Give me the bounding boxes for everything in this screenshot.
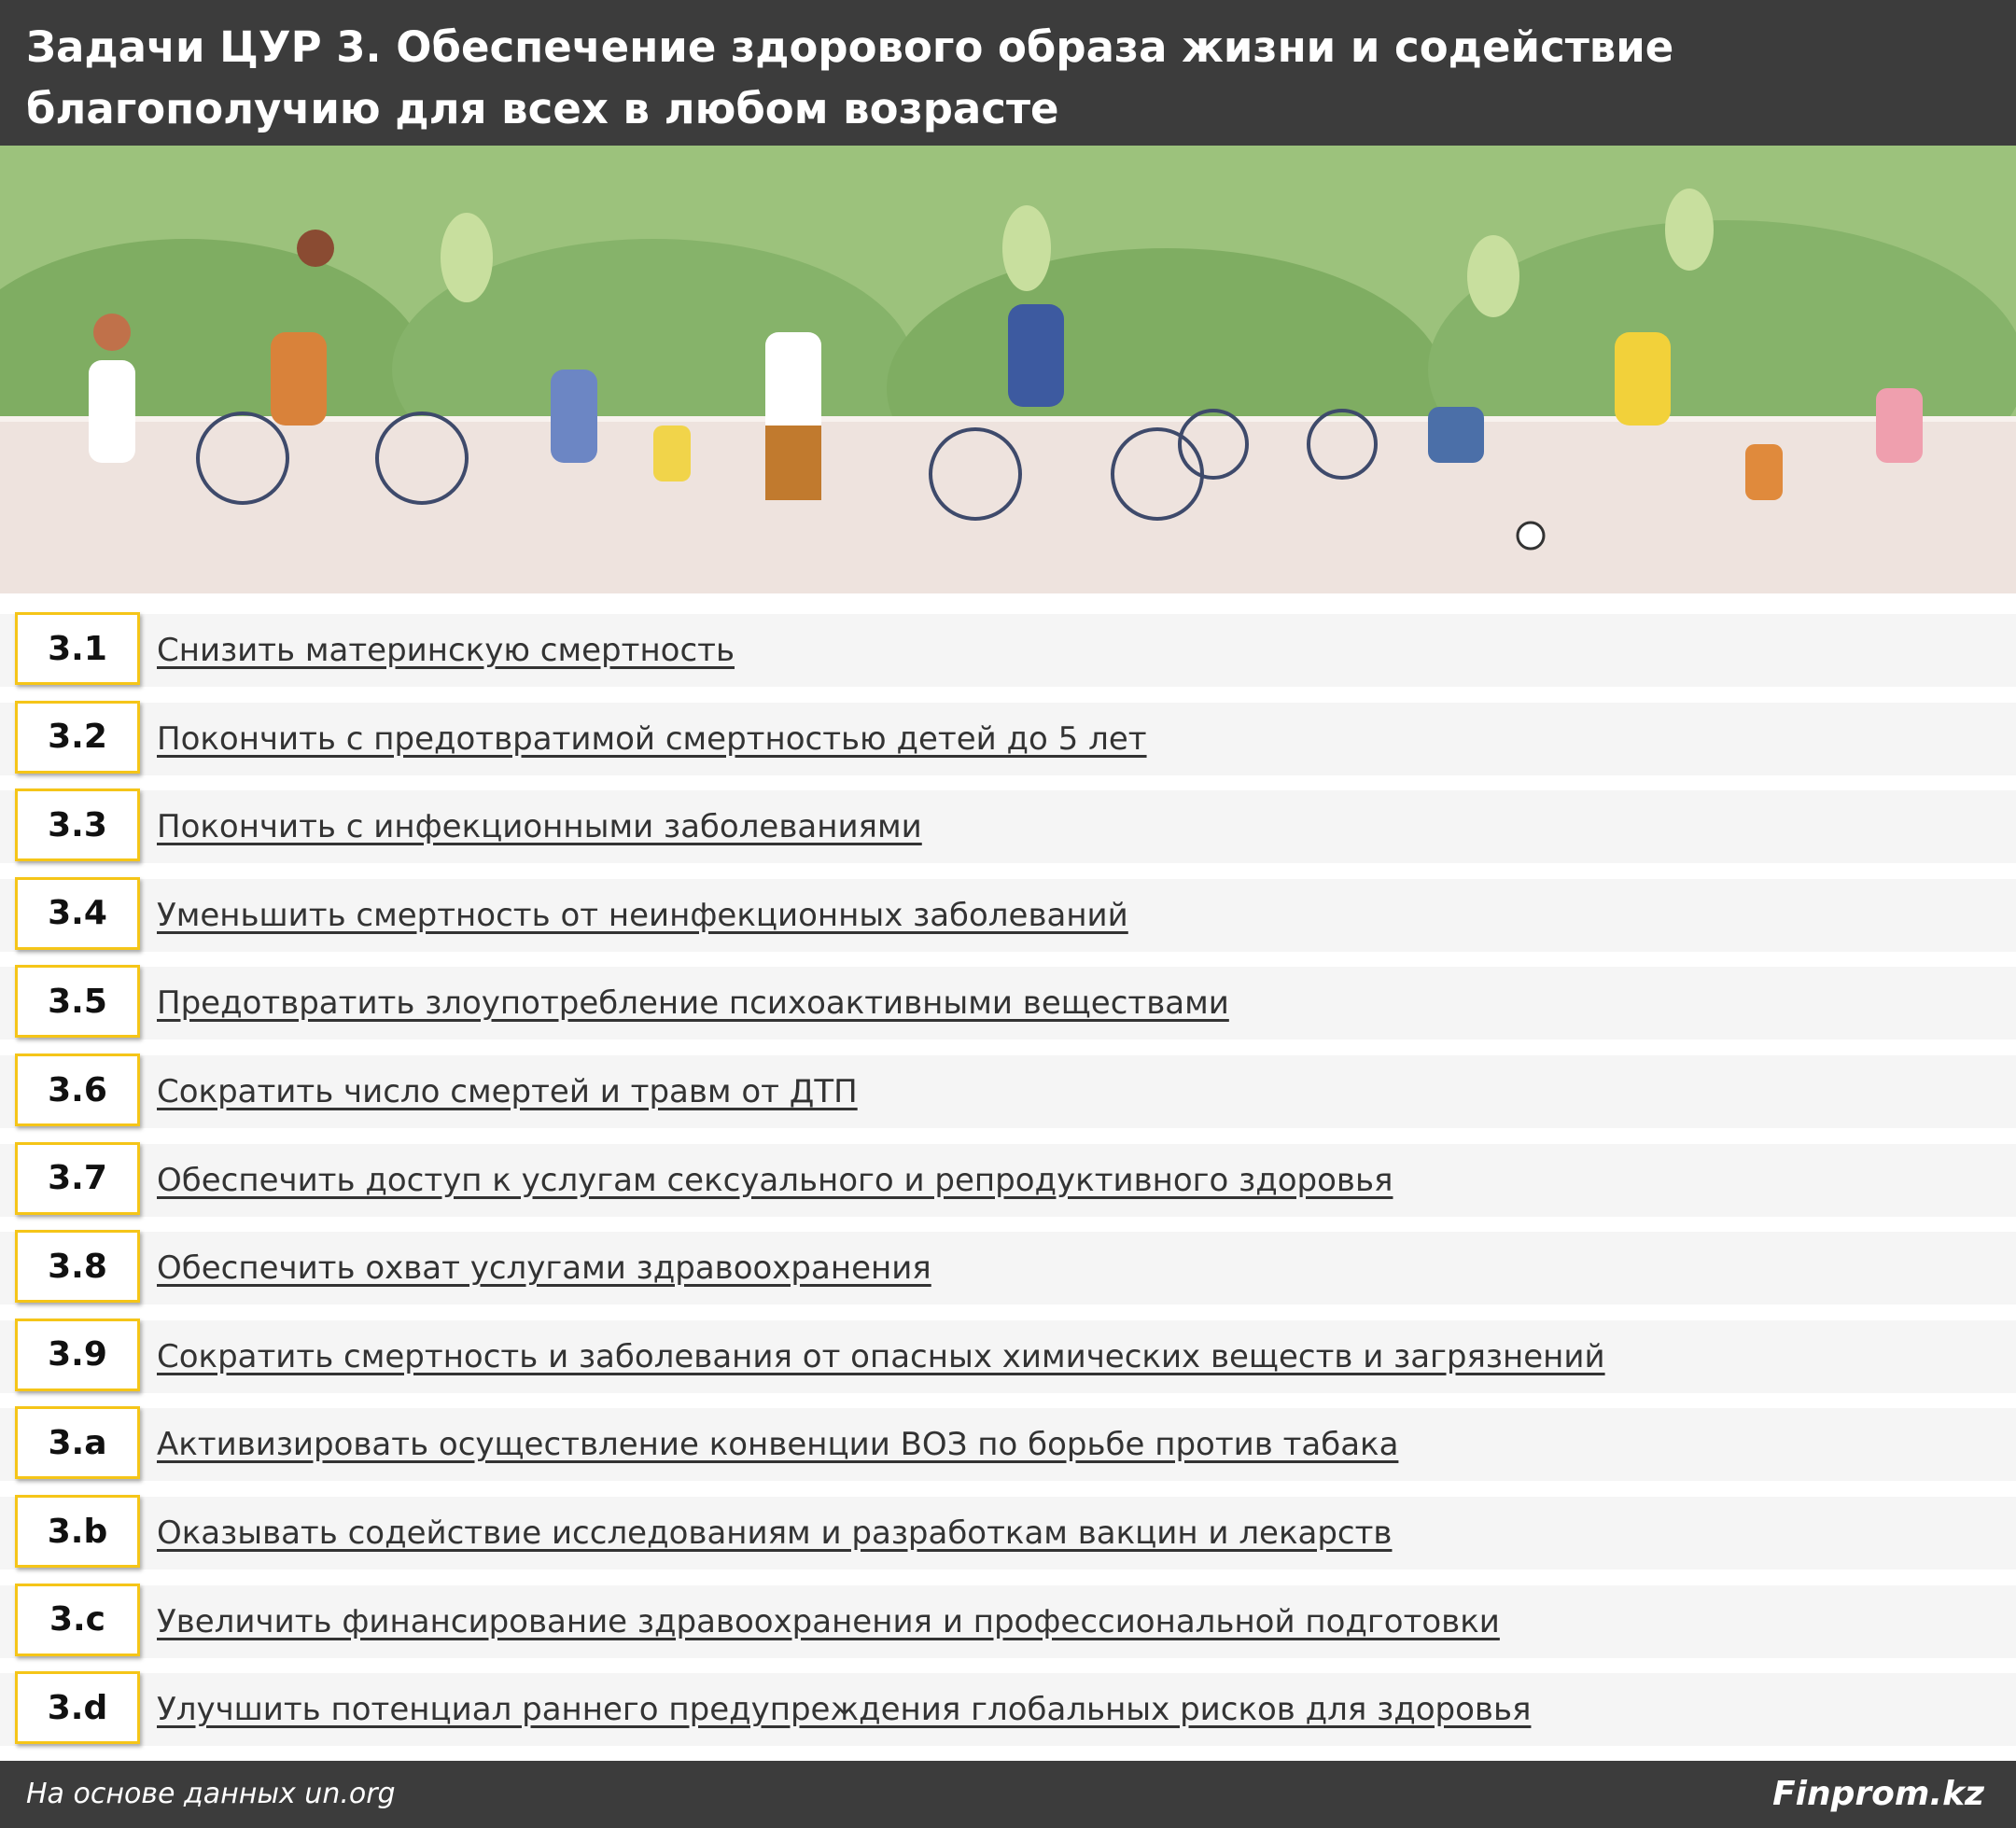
task-link[interactable]: Активизировать осуществление конвенции В… bbox=[157, 1426, 1399, 1464]
task-id: 3.5 bbox=[15, 965, 140, 1039]
task-row: 3.6 Сократить число смертей и травм от ДТ… bbox=[0, 1054, 2016, 1128]
task-row: 3.8 Обеспечить охват услугами здравоохран… bbox=[0, 1230, 2016, 1305]
task-row: 3.1 Снизить материнскую смертность bbox=[0, 612, 2016, 687]
task-link[interactable]: Снизить материнскую смертность bbox=[157, 632, 735, 669]
task-link[interactable]: Увеличить финансирование здравоохранения… bbox=[157, 1602, 1500, 1640]
task-link[interactable]: Покончить с предотвратимой смертностью д… bbox=[157, 719, 1147, 758]
task-link[interactable]: Уменьшить смертность от неинфекционных з… bbox=[157, 896, 1128, 934]
task-row: 3.9 Сократить смертность и заболевания от… bbox=[0, 1318, 2016, 1393]
task-row: 3.b Оказывать содействие исследованиям и … bbox=[0, 1495, 2016, 1570]
task-row: 3.5 Предотвратить злоупотребление психоак… bbox=[0, 965, 2016, 1040]
task-id: 3.7 bbox=[15, 1141, 140, 1215]
task-link[interactable]: Обеспечить доступ к услугам сексуального… bbox=[157, 1161, 1393, 1199]
task-link[interactable]: Обеспечить охват услугами здравоохранени… bbox=[157, 1249, 931, 1288]
task-row: 3.d Улучшить потенциал раннего предупрежд… bbox=[0, 1671, 2016, 1747]
illustration bbox=[0, 146, 2016, 593]
brand: Finprom.kz bbox=[1772, 1775, 1984, 1813]
task-id: 3.d bbox=[15, 1671, 140, 1745]
task-id: 3.6 bbox=[15, 1054, 140, 1126]
task-row: 3.2 Покончить с предотвратимой смертность… bbox=[0, 700, 2016, 775]
task-id: 3.9 bbox=[15, 1318, 140, 1391]
title: Задачи ЦУР 3. Обеспечение здорового обра… bbox=[26, 22, 1674, 133]
task-row: 3.c Увеличить финансирование здравоохране… bbox=[0, 1583, 2016, 1658]
task-link[interactable]: Сократить число смертей и травм от ДТП bbox=[157, 1073, 858, 1110]
header: Задачи ЦУР 3. Обеспечение здорового обра… bbox=[0, 0, 2016, 146]
task-id: 3.8 bbox=[15, 1230, 140, 1304]
task-row: 3.4 Уменьшить смертность от неинфекционны… bbox=[0, 876, 2016, 952]
task-link[interactable]: Улучшить потенциал раннего предупреждени… bbox=[157, 1691, 1532, 1729]
task-row: 3.7 Обеспечить доступ к услугам сексуальн… bbox=[0, 1141, 2016, 1217]
source: На основе данных un.org bbox=[26, 1778, 396, 1810]
task-id: 3.4 bbox=[15, 876, 140, 950]
task-id: 3.b bbox=[15, 1495, 140, 1568]
task-row: 3.a Активизировать осуществление конвенци… bbox=[0, 1406, 2016, 1482]
task-id: 3.1 bbox=[15, 612, 140, 685]
task-link[interactable]: Предотвратить злоупотребление психоактив… bbox=[157, 984, 1229, 1023]
footer: На основе данных un.org Finprom.kz bbox=[0, 1761, 2016, 1828]
task-link[interactable]: Сократить смертность и заболевания от оп… bbox=[157, 1337, 1605, 1375]
task-link[interactable]: Покончить с инфекционными заболеваниями bbox=[157, 808, 922, 846]
task-id: 3.2 bbox=[15, 700, 140, 774]
task-id: 3.a bbox=[15, 1406, 140, 1480]
task-row: 3.3 Покончить с инфекционными заболевания… bbox=[0, 788, 2016, 864]
task-link[interactable]: Оказывать содействие исследованиям и раз… bbox=[157, 1514, 1393, 1552]
task-id: 3.3 bbox=[15, 788, 140, 862]
task-id: 3.c bbox=[15, 1583, 140, 1656]
